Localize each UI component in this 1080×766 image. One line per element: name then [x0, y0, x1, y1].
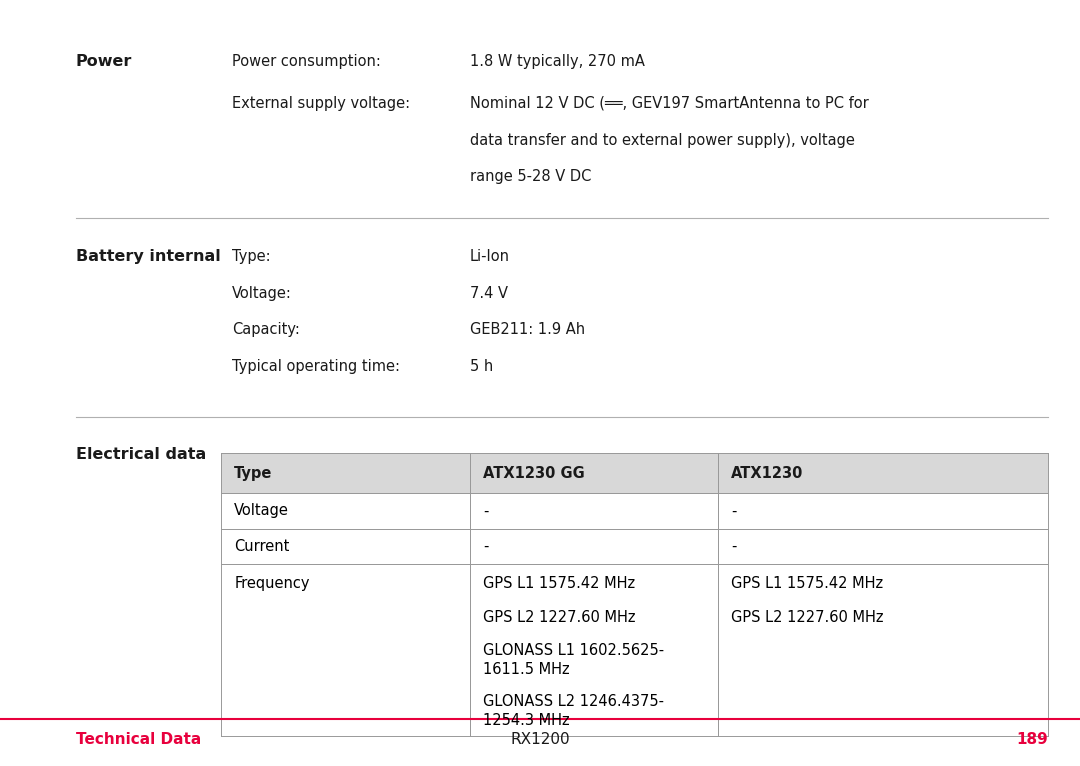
Text: Voltage:: Voltage:: [232, 286, 292, 301]
Text: GLONASS L1 1602.5625-
1611.5 MHz: GLONASS L1 1602.5625- 1611.5 MHz: [483, 643, 664, 677]
Text: data transfer and to external power supply), voltage: data transfer and to external power supp…: [470, 133, 854, 148]
Text: Power: Power: [76, 54, 132, 69]
Text: GPS L2 1227.60 MHz: GPS L2 1227.60 MHz: [483, 610, 635, 625]
Bar: [221, 453, 470, 493]
Text: Capacity:: Capacity:: [232, 322, 300, 338]
Text: GEB211: 1.9 Ah: GEB211: 1.9 Ah: [470, 322, 585, 338]
Text: 1.8 W typically, 270 mA: 1.8 W typically, 270 mA: [470, 54, 645, 69]
Text: Voltage: Voltage: [234, 503, 289, 519]
Text: Li-Ion: Li-Ion: [470, 249, 510, 264]
Text: Frequency: Frequency: [234, 576, 310, 591]
Text: range 5-28 V DC: range 5-28 V DC: [470, 169, 591, 185]
Text: -: -: [731, 538, 737, 554]
Text: Battery internal: Battery internal: [76, 249, 220, 264]
Text: Technical Data: Technical Data: [76, 732, 201, 747]
Bar: [470, 453, 718, 493]
Text: GPS L1 1575.42 MHz: GPS L1 1575.42 MHz: [731, 576, 883, 591]
Text: 189: 189: [1016, 732, 1048, 747]
Text: External supply voltage:: External supply voltage:: [232, 96, 410, 111]
Text: 5 h: 5 h: [470, 359, 494, 375]
Text: Type: Type: [234, 466, 273, 481]
Text: ATX1230 GG: ATX1230 GG: [483, 466, 584, 481]
Text: ATX1230: ATX1230: [731, 466, 804, 481]
Text: Typical operating time:: Typical operating time:: [232, 359, 401, 375]
Text: Current: Current: [234, 538, 289, 554]
Text: -: -: [483, 538, 488, 554]
Text: RX1200: RX1200: [510, 732, 570, 747]
Text: Nominal 12 V DC (══, GEV197 SmartAntenna to PC for: Nominal 12 V DC (══, GEV197 SmartAntenna…: [470, 96, 868, 111]
Text: Power consumption:: Power consumption:: [232, 54, 381, 69]
Text: -: -: [483, 503, 488, 519]
Text: Type:: Type:: [232, 249, 271, 264]
Text: GPS L2 1227.60 MHz: GPS L2 1227.60 MHz: [731, 610, 883, 625]
Bar: [718, 453, 1048, 493]
Text: GPS L1 1575.42 MHz: GPS L1 1575.42 MHz: [483, 576, 635, 591]
Text: GLONASS L2 1246.4375-
1254.3 MHz: GLONASS L2 1246.4375- 1254.3 MHz: [483, 694, 664, 728]
Text: -: -: [731, 503, 737, 519]
Text: 7.4 V: 7.4 V: [470, 286, 508, 301]
Text: Electrical data: Electrical data: [76, 447, 206, 462]
